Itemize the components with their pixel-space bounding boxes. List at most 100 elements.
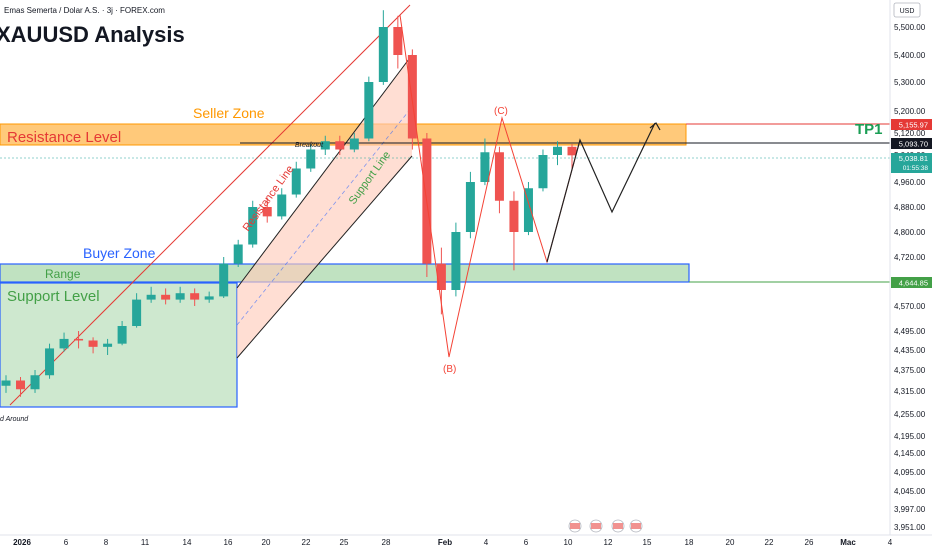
chart-title: XAUUSD Analysis <box>0 22 185 47</box>
candle-body[interactable] <box>45 348 55 376</box>
price-tick-labels: 5,500.00 5,400.00 5,300.00 5,200.00 5,120.00… <box>894 23 926 532</box>
support-level-label: Support Level <box>7 288 100 305</box>
candle-body[interactable] <box>262 207 272 217</box>
candle-body[interactable] <box>320 141 330 150</box>
candle-body[interactable] <box>335 141 345 150</box>
candle-body[interactable] <box>494 152 504 201</box>
candle-body[interactable] <box>59 338 69 349</box>
seller-zone-label: Seller Zone <box>193 105 265 121</box>
candle-body[interactable] <box>233 244 243 264</box>
candle-body[interactable] <box>146 294 156 300</box>
candle-body[interactable] <box>204 296 214 300</box>
channel-lower-line[interactable] <box>236 155 413 359</box>
support-price-badge <box>891 277 932 288</box>
time-tick-label: 22 <box>302 538 311 547</box>
candle-body[interactable] <box>132 299 142 326</box>
last-price-badge <box>891 153 932 173</box>
us-flag-stripes-icon <box>613 523 623 529</box>
candle-body[interactable] <box>16 380 26 390</box>
candle-body[interactable] <box>552 146 562 155</box>
around-label: d Around <box>0 416 29 423</box>
us-flag-stripes-icon <box>591 523 601 529</box>
symbol-line: Emas Semerta / Dolar A.S. · 3j · FOREX.c… <box>4 6 165 15</box>
time-tick-label: 12 <box>604 538 613 547</box>
time-tick-label: 20 <box>262 538 271 547</box>
resistance-level-label: Resistance Level <box>7 129 121 146</box>
resistance-trendline[interactable] <box>9 4 411 406</box>
candle-body[interactable] <box>117 326 127 344</box>
candle-body[interactable] <box>378 27 388 82</box>
price-axis-bg[interactable] <box>890 0 932 550</box>
candle-body[interactable] <box>465 182 475 232</box>
price-tick-label: 5,400.00 <box>894 51 926 60</box>
candle-body[interactable] <box>74 338 84 341</box>
price-tick-label: 4,195.00 <box>894 432 926 441</box>
candle-body[interactable] <box>364 82 374 139</box>
price-tick-label: 4,315.00 <box>894 387 926 396</box>
candle-body[interactable] <box>509 200 519 232</box>
price-tick-label: 4,880.00 <box>894 203 926 212</box>
price-tick-label: 5,300.00 <box>894 78 926 87</box>
tp1-label: TP1 <box>855 121 883 138</box>
us-flag-stripes-icon <box>570 523 580 529</box>
time-tick-label: 25 <box>340 538 349 547</box>
time-tick-label: 20 <box>726 538 735 547</box>
last-price-text: 5,038.81 <box>899 154 928 163</box>
event-flags[interactable] <box>568 519 643 533</box>
candle-body[interactable] <box>349 138 359 150</box>
time-tick-label: 22 <box>765 538 774 547</box>
candle-body[interactable] <box>103 343 113 347</box>
time-tick-label: 8 <box>104 538 109 547</box>
time-tick-label: 4 <box>888 538 893 547</box>
price-tick-label: 3,951.00 <box>894 523 926 532</box>
candles-group <box>1 10 577 397</box>
time-tick-label: Feb <box>438 538 452 547</box>
price-tick-label: 4,255.00 <box>894 410 926 419</box>
candle-body[interactable] <box>175 293 185 300</box>
resistance-price-text: 5,155.97 <box>899 121 928 130</box>
candle-body[interactable] <box>407 55 417 139</box>
candle-body[interactable] <box>248 207 258 245</box>
candle-body[interactable] <box>161 294 171 300</box>
candle-body[interactable] <box>451 232 461 290</box>
currency-label: USD <box>900 8 915 15</box>
breakout-price-text: 5,093.70 <box>899 140 928 149</box>
price-tick-label: 3,997.00 <box>894 505 926 514</box>
breakout-price-badge <box>891 138 932 149</box>
candle-body[interactable] <box>436 263 446 290</box>
candle-body[interactable] <box>88 340 98 347</box>
us-flag-stripes-icon <box>631 523 641 529</box>
price-tick-label: 5,500.00 <box>894 23 926 32</box>
candle-body[interactable] <box>30 375 40 390</box>
buyer-zone-box[interactable] <box>0 263 690 283</box>
price-tick-label: 5,200.00 <box>894 107 926 116</box>
candle-body[interactable] <box>1 380 11 386</box>
candle-body[interactable] <box>538 155 548 189</box>
candle-body[interactable] <box>219 263 229 297</box>
support-price-text: 4,644.85 <box>899 279 928 288</box>
price-tick-label: 4,435.00 <box>894 346 926 355</box>
price-tick-label: 4,095.00 <box>894 468 926 477</box>
time-tick-label: 4 <box>484 538 489 547</box>
wave-b-label: (B) <box>443 364 456 375</box>
candle-body[interactable] <box>277 194 287 217</box>
resistance-price-badge <box>891 119 932 130</box>
time-tick-label: 11 <box>141 538 150 547</box>
candle-body[interactable] <box>523 188 533 232</box>
breakout-label: Breakout <box>295 142 324 149</box>
currency-button[interactable] <box>893 2 921 18</box>
candle-body[interactable] <box>306 149 316 169</box>
channel-upper-line[interactable] <box>236 54 413 289</box>
candle-body[interactable] <box>393 27 403 55</box>
candle-body[interactable] <box>190 293 200 300</box>
price-tick-label: 4,570.00 <box>894 302 926 311</box>
projection-arrowhead-icon <box>649 122 661 131</box>
candle-body[interactable] <box>291 168 301 195</box>
price-tick-label: 4,375.00 <box>894 366 926 375</box>
buyer-zone-label: Buyer Zone <box>83 245 156 261</box>
candle-body[interactable] <box>567 146 577 156</box>
projection-path[interactable] <box>546 122 656 263</box>
candle-body[interactable] <box>480 152 490 182</box>
